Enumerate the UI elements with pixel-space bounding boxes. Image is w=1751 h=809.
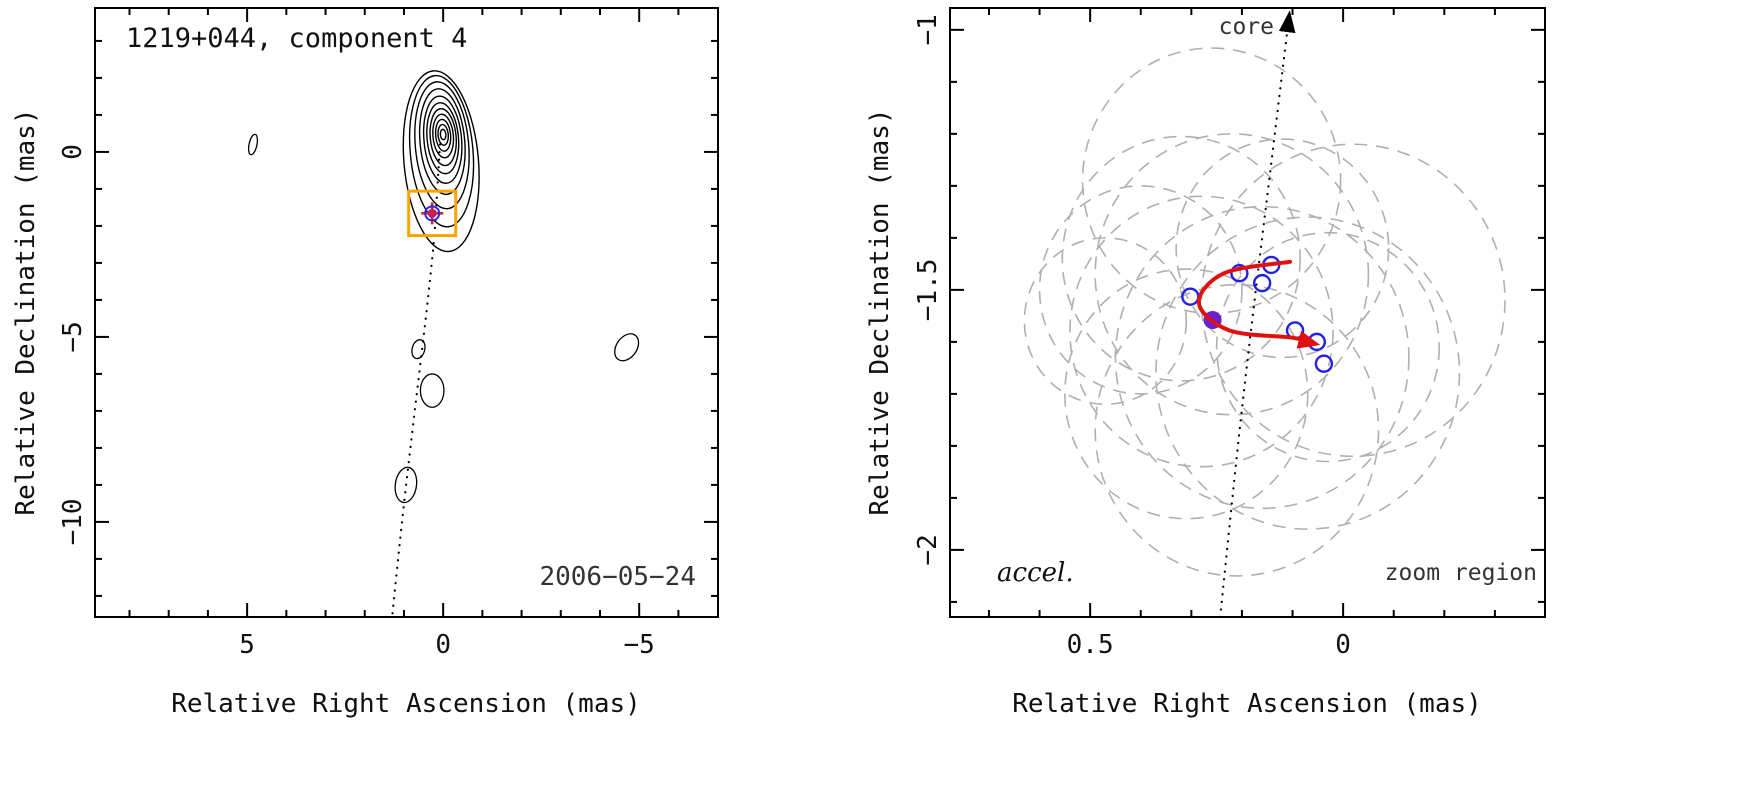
epoch-position bbox=[1230, 264, 1249, 283]
component-box bbox=[407, 189, 458, 238]
x-tick-label: 0.5 bbox=[1067, 630, 1114, 660]
contour-level bbox=[418, 88, 466, 196]
beam-ellipse bbox=[1114, 205, 1410, 510]
left-date-label: 2006−05−24 bbox=[539, 562, 696, 592]
left-yaxis-label: Relative Declination (mas) bbox=[11, 109, 41, 516]
contour-level bbox=[414, 81, 470, 210]
contour-level bbox=[426, 102, 460, 175]
component-marker-circle bbox=[424, 205, 441, 222]
beam-ellipse bbox=[1200, 143, 1506, 458]
x-tick-label: 0 bbox=[435, 630, 451, 660]
contour-level bbox=[429, 108, 457, 167]
left-plot-content bbox=[247, 70, 640, 617]
core-direction-line bbox=[1219, 10, 1296, 617]
plot-frame bbox=[949, 7, 1546, 618]
contour-feature bbox=[419, 373, 445, 408]
y-tick-label: −2 bbox=[913, 534, 943, 565]
beam-ellipse bbox=[1081, 47, 1342, 315]
epoch-position bbox=[1252, 273, 1272, 293]
epoch-position bbox=[1181, 287, 1200, 306]
y-tick-label: −1.5 bbox=[913, 259, 943, 322]
contour-level bbox=[434, 118, 452, 152]
contour-level bbox=[408, 74, 475, 228]
beam-ellipse bbox=[1038, 185, 1243, 395]
beam-ellipse bbox=[1094, 133, 1370, 416]
y-tick-label: 0 bbox=[58, 144, 88, 160]
jet-ridge-line bbox=[391, 143, 442, 617]
x-tick-label: −5 bbox=[624, 630, 655, 660]
beam-ellipse bbox=[1023, 237, 1188, 406]
right-zoom-panel: 0 0.5 −2 −1.5 −1 bbox=[913, 7, 1546, 660]
contour-feature bbox=[614, 333, 640, 362]
beam-ellipse bbox=[1215, 231, 1441, 463]
accel-label: accel. bbox=[997, 558, 1074, 588]
right-xaxis-label: Relative Right Ascension (mas) bbox=[1012, 689, 1482, 719]
right-yaxis-label: Relative Declination (mas) bbox=[865, 109, 895, 516]
beam-ellipse bbox=[1175, 138, 1390, 359]
beam-ellipse bbox=[1069, 195, 1334, 468]
x-tick-label: 0 bbox=[1335, 630, 1351, 660]
contour-level bbox=[439, 128, 447, 141]
contour-feature bbox=[394, 466, 418, 504]
contour-feature bbox=[247, 133, 259, 156]
left-xaxis-label: Relative Right Ascension (mas) bbox=[171, 689, 641, 719]
left-contour-map: −5 0 5 −10 −5 0 bbox=[58, 7, 719, 660]
contour-level bbox=[422, 95, 463, 184]
epoch-position bbox=[1314, 354, 1334, 373]
contour-level bbox=[437, 123, 450, 146]
y-tick-label: −5 bbox=[58, 321, 88, 352]
contour-level bbox=[432, 113, 455, 159]
beam-ellipse bbox=[1094, 283, 1380, 577]
zoom-region-label: zoom region bbox=[1385, 560, 1537, 586]
x-tick-label: 5 bbox=[239, 630, 255, 660]
y-tick-label: −1 bbox=[913, 14, 943, 45]
beam-ellipse bbox=[1061, 135, 1301, 382]
contour-level bbox=[402, 70, 480, 253]
core-label: core bbox=[1219, 14, 1274, 40]
plot-frame bbox=[94, 7, 719, 618]
contour-feature bbox=[411, 339, 426, 360]
beam-ellipse bbox=[1155, 216, 1461, 530]
left-plot-title: 1219+044, component 4 bbox=[126, 23, 467, 54]
acceleration-arrow bbox=[1196, 259, 1321, 349]
beam-ellipse bbox=[1064, 268, 1309, 520]
right-plot-content bbox=[1023, 10, 1506, 617]
y-tick-label: −10 bbox=[58, 498, 88, 545]
